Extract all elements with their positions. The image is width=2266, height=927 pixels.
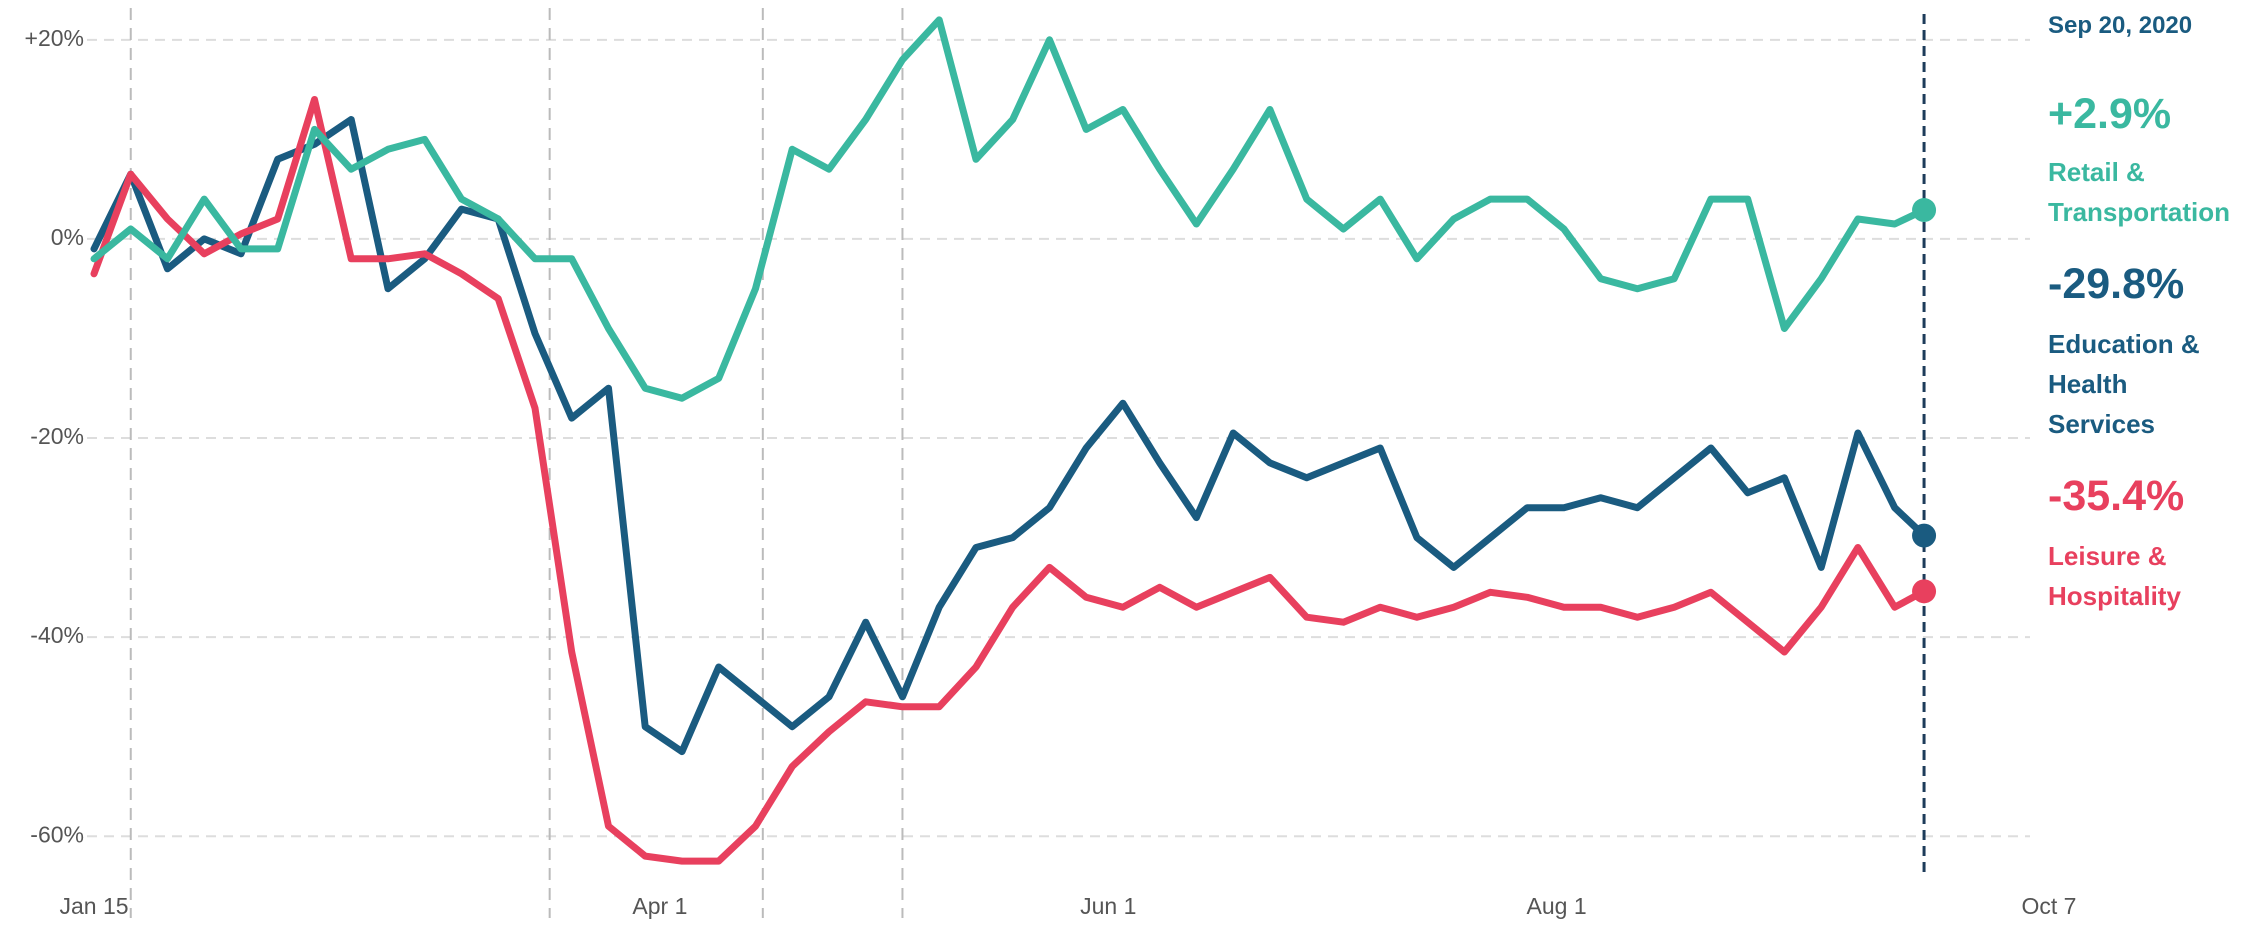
x-tick-label: Jun 1	[1080, 893, 1136, 919]
end-value-label: -35.4%	[2048, 472, 2185, 520]
end-value-label: +2.9%	[2048, 90, 2172, 138]
end-point	[1912, 523, 1937, 548]
series-line	[90, 96, 1928, 865]
end-panel: Sep 20, 2020 +2.9% Retail & Transportatio…	[2048, 0, 2266, 927]
y-tick-label: -20%	[30, 423, 84, 449]
date-label: Sep 20, 2020	[2048, 12, 2193, 39]
y-tick-label: -60%	[30, 821, 84, 847]
legend-label: Education & Health Services	[2048, 329, 2200, 439]
y-tick-label: -40%	[30, 622, 84, 648]
end-value-label: -29.8%	[2048, 260, 2185, 308]
series-line	[90, 116, 1928, 756]
series-line	[90, 16, 1928, 402]
x-tick-label: Oct 7	[2022, 893, 2077, 919]
x-tick-label: Apr 1	[632, 893, 687, 919]
x-tick-label: Jan 15	[59, 893, 128, 919]
legend-label: Leisure & Hospitality	[2048, 541, 2181, 611]
x-tick-label: Aug 1	[1527, 893, 1587, 919]
end-point	[1912, 198, 1937, 223]
y-tick-label: +20%	[25, 25, 84, 51]
end-point	[1912, 579, 1937, 604]
legend-label: Retail & Transportation	[2048, 157, 2231, 227]
y-tick-label: 0%	[51, 224, 84, 250]
